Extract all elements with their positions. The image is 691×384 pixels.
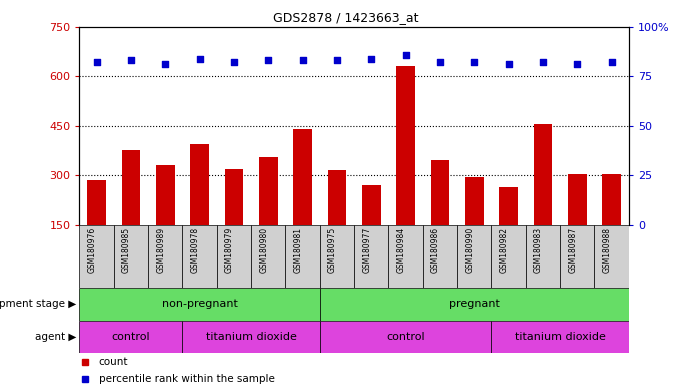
Text: non-pregnant: non-pregnant <box>162 299 238 310</box>
Bar <box>190 144 209 225</box>
Bar <box>526 225 560 288</box>
Text: control: control <box>386 332 425 342</box>
Point <box>263 58 274 64</box>
Point <box>297 58 308 64</box>
Bar <box>491 225 526 288</box>
Bar <box>293 129 312 225</box>
Bar <box>457 225 491 288</box>
Bar <box>114 225 148 288</box>
Bar <box>499 187 518 225</box>
Text: GSM180982: GSM180982 <box>500 227 509 273</box>
Text: GSM180987: GSM180987 <box>568 227 577 273</box>
Point <box>332 58 343 64</box>
Bar <box>560 225 594 288</box>
Text: GSM180979: GSM180979 <box>225 227 234 273</box>
Bar <box>122 151 140 225</box>
Text: GSM180978: GSM180978 <box>191 227 200 273</box>
Bar <box>396 66 415 225</box>
Bar <box>430 161 449 225</box>
Point <box>571 61 583 68</box>
Bar <box>320 321 491 353</box>
Bar <box>285 225 320 288</box>
Text: GSM180983: GSM180983 <box>534 227 543 273</box>
Bar <box>217 225 251 288</box>
Bar <box>388 225 423 288</box>
Text: GSM180988: GSM180988 <box>603 227 612 273</box>
Text: GSM180990: GSM180990 <box>465 227 474 273</box>
Point <box>160 61 171 68</box>
Text: GDS2878 / 1423663_at: GDS2878 / 1423663_at <box>273 12 418 25</box>
Point <box>435 60 446 66</box>
Bar <box>148 225 182 288</box>
Text: count: count <box>99 358 129 367</box>
Text: GSM180977: GSM180977 <box>362 227 371 273</box>
Text: GSM180985: GSM180985 <box>122 227 131 273</box>
Point <box>91 60 102 66</box>
Bar <box>79 225 114 288</box>
Bar <box>320 288 629 321</box>
Bar <box>79 288 320 321</box>
Bar <box>602 174 621 225</box>
Text: GSM180976: GSM180976 <box>88 227 97 273</box>
Point <box>229 60 240 66</box>
Bar <box>328 170 346 225</box>
Text: titanium dioxide: titanium dioxide <box>515 332 605 342</box>
Bar <box>423 225 457 288</box>
Bar <box>259 157 278 225</box>
Text: GSM180989: GSM180989 <box>156 227 165 273</box>
Point <box>366 55 377 61</box>
Text: GSM180981: GSM180981 <box>294 227 303 273</box>
Bar <box>533 124 552 225</box>
Bar <box>225 169 243 225</box>
Bar <box>465 177 484 225</box>
Bar <box>87 180 106 225</box>
Text: agent ▶: agent ▶ <box>35 332 76 342</box>
Bar <box>251 225 285 288</box>
Point <box>606 60 617 66</box>
Point <box>503 61 514 68</box>
Bar <box>362 185 381 225</box>
Bar <box>320 225 354 288</box>
Point <box>468 60 480 66</box>
Bar <box>354 225 388 288</box>
Point <box>538 60 549 66</box>
Point <box>400 51 411 58</box>
Text: control: control <box>112 332 150 342</box>
Text: GSM180984: GSM180984 <box>397 227 406 273</box>
Bar <box>182 321 320 353</box>
Text: GSM180986: GSM180986 <box>431 227 440 273</box>
Bar <box>156 165 175 225</box>
Bar <box>568 174 587 225</box>
Bar <box>594 225 629 288</box>
Point <box>126 58 137 64</box>
Text: GSM180980: GSM180980 <box>259 227 268 273</box>
Text: GSM180975: GSM180975 <box>328 227 337 273</box>
Point <box>194 55 205 61</box>
Bar <box>491 321 629 353</box>
Text: pregnant: pregnant <box>449 299 500 310</box>
Text: development stage ▶: development stage ▶ <box>0 299 76 310</box>
Text: titanium dioxide: titanium dioxide <box>206 332 296 342</box>
Bar <box>79 321 182 353</box>
Bar <box>182 225 217 288</box>
Text: percentile rank within the sample: percentile rank within the sample <box>99 374 274 384</box>
